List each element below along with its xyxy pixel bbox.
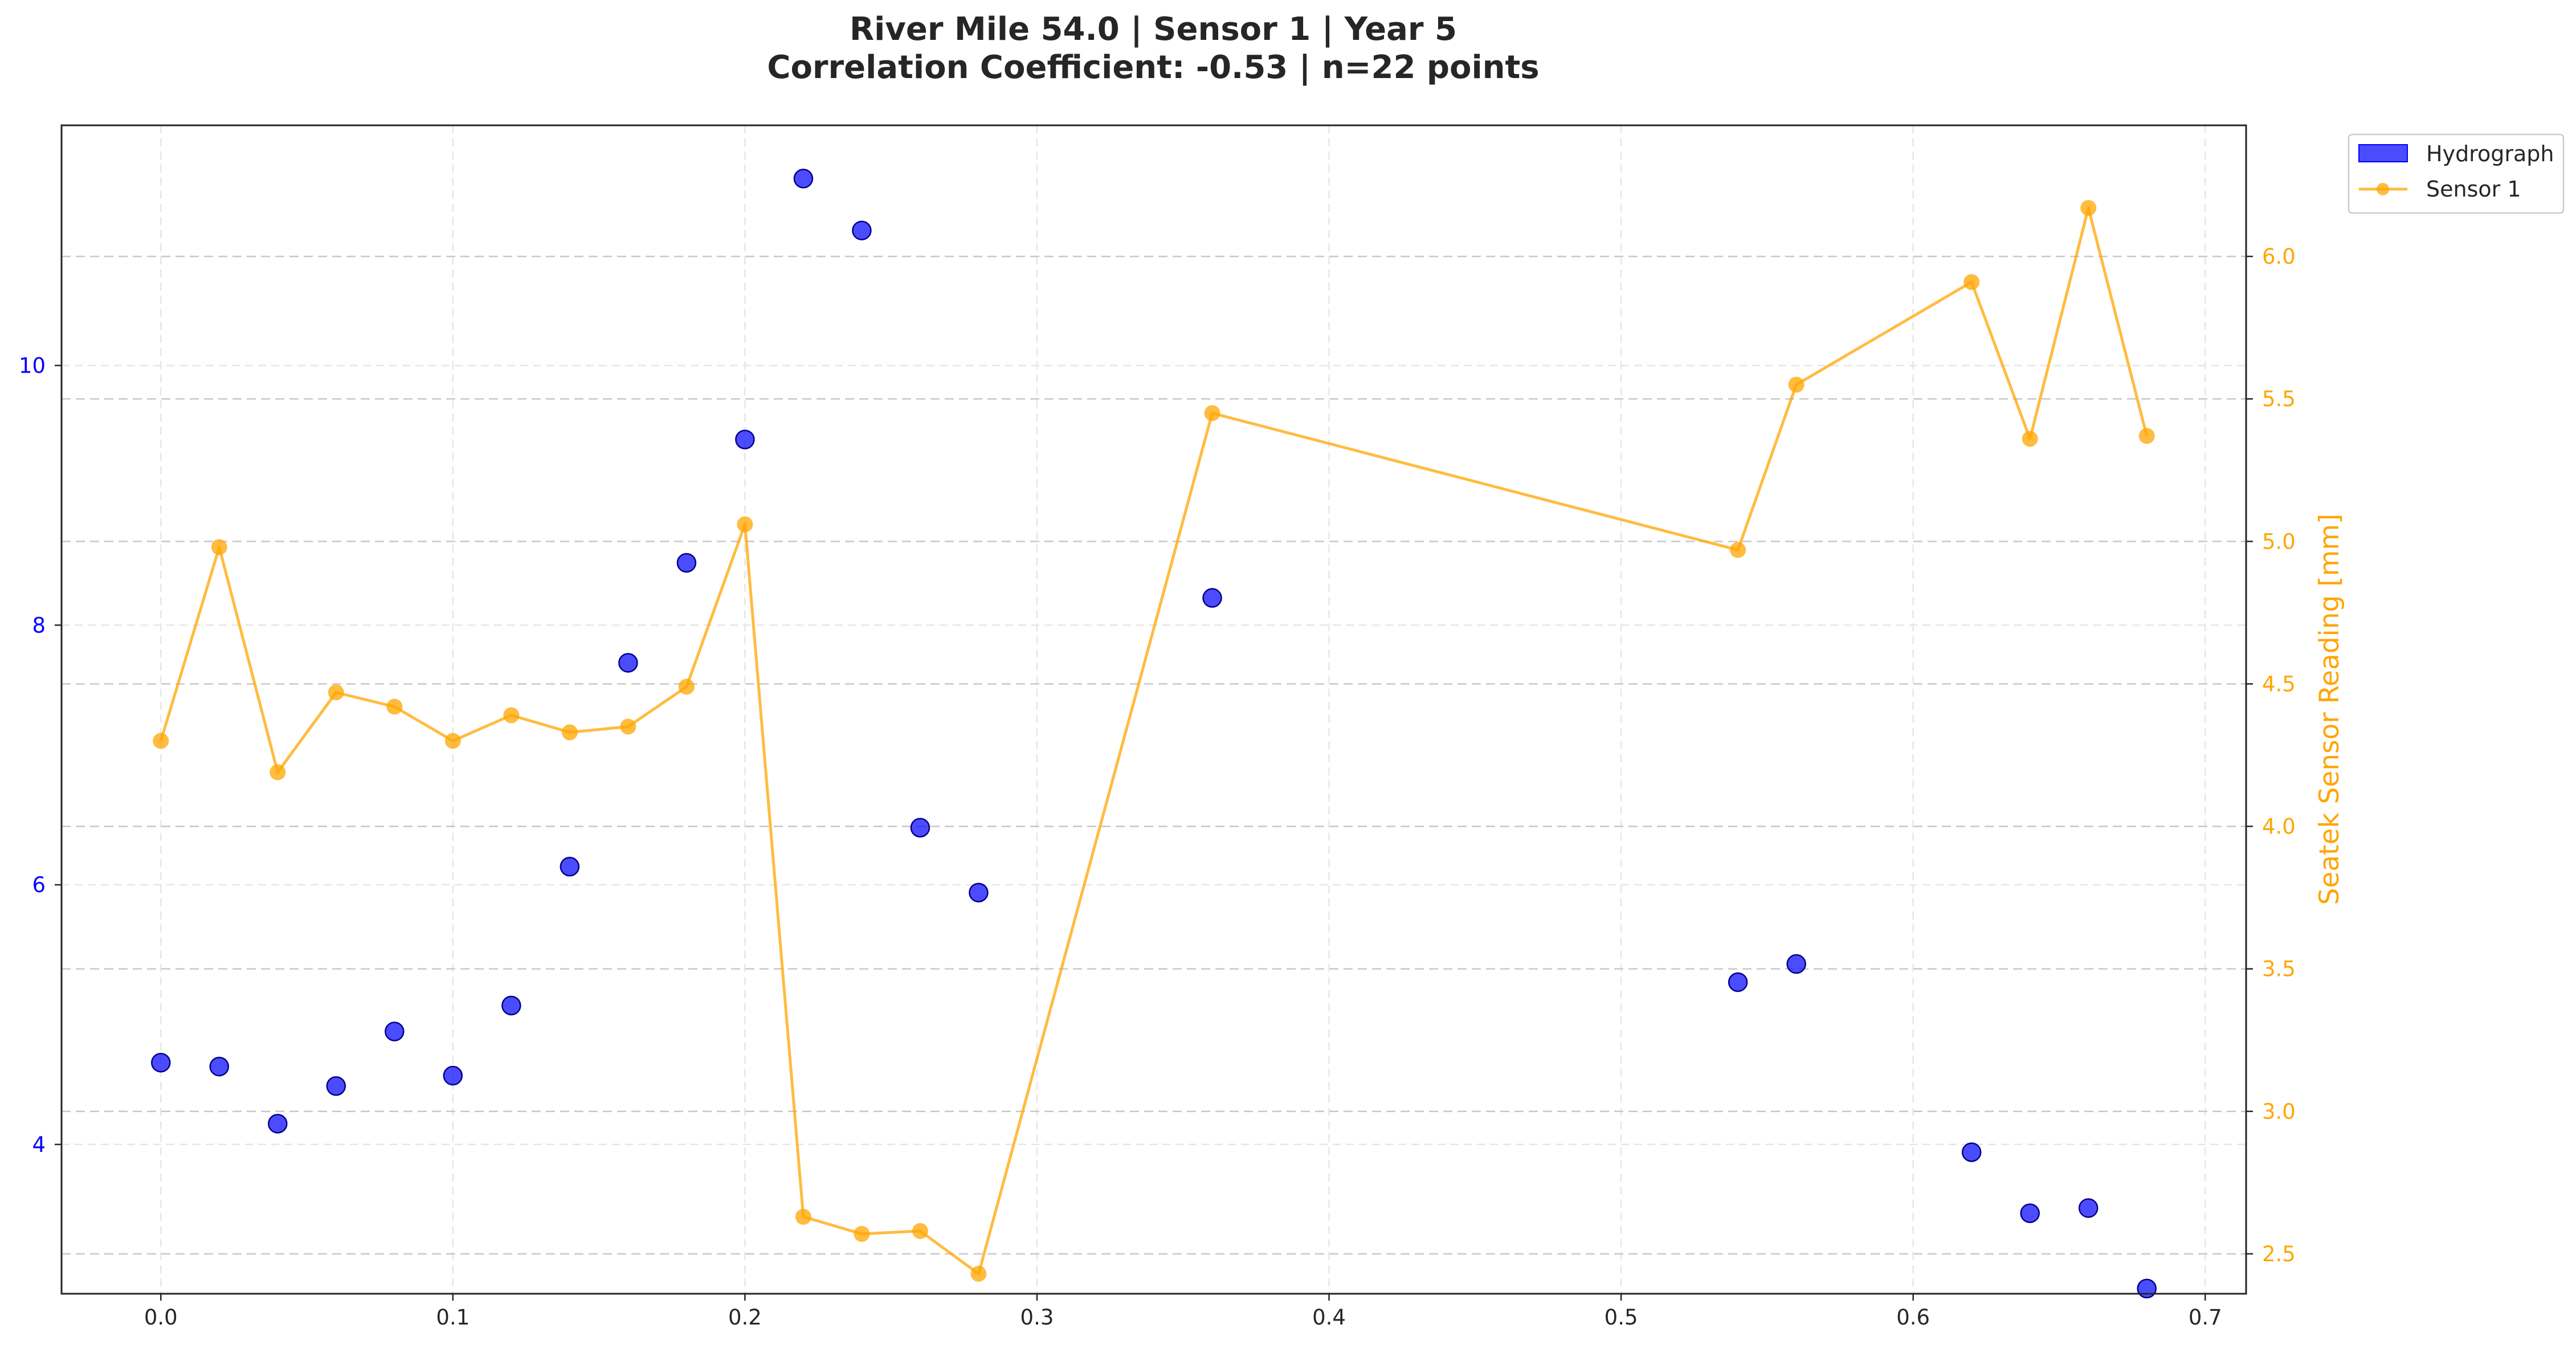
sensor-1-point	[270, 764, 286, 780]
x-tick-label: 0.7	[2189, 1305, 2222, 1330]
hydrograph-point	[676, 553, 697, 573]
hydrograph-point	[969, 882, 989, 903]
left-y-tick-label: 8	[32, 613, 46, 637]
hydrograph-point	[852, 220, 872, 240]
sensor-1-point	[795, 1208, 811, 1225]
x-tick-label: 0.1	[436, 1305, 470, 1330]
hydrograph-point	[2078, 1198, 2099, 1218]
right-y-axis-label: Seatek Sensor Reading [mm]	[2314, 513, 2345, 905]
sensor-1-point	[737, 516, 753, 533]
sensor-1-point	[854, 1225, 870, 1242]
hydrograph-point	[735, 430, 755, 449]
left-y-tick-label: 4	[32, 1133, 46, 1157]
sensor-1-point	[1204, 405, 1220, 422]
hydrograph-point	[209, 1056, 230, 1077]
hydrograph-point	[2137, 1278, 2157, 1299]
sensor-1-line	[159, 206, 2149, 1276]
x-tick-label: 0.0	[144, 1305, 178, 1330]
legend-sensor-1-label: Sensor 1	[2426, 177, 2521, 202]
sensor-1-point	[386, 698, 403, 715]
sensor-1-point	[153, 733, 169, 749]
left-y-axis-ticks: 4 6 8 10	[19, 354, 62, 1157]
left-y-tick-label: 6	[32, 873, 46, 897]
right-y-grid-lines	[62, 255, 2246, 1255]
hydrograph-point	[385, 1021, 405, 1041]
sensor-1-point	[1963, 274, 1980, 291]
sensor-1-point	[2022, 431, 2038, 447]
sensor-1-point	[503, 707, 520, 723]
hydrograph-point	[910, 817, 930, 838]
right-y-tick-label: 3.0	[2262, 1099, 2296, 1124]
right-y-tick-label: 6.0	[2262, 244, 2296, 269]
x-grid-lines	[160, 125, 2206, 1294]
x-tick-label: 0.5	[1605, 1305, 1638, 1330]
sensor-1-point	[444, 733, 461, 749]
right-y-tick-label: 4.0	[2262, 815, 2296, 839]
chart-title: River Mile 54.0 | Sensor 1 | Year 5	[850, 11, 1457, 48]
legend-hydrograph-label: Hydrograph	[2426, 141, 2554, 166]
hydrograph-point	[1728, 972, 1748, 992]
sensor-1-point	[328, 684, 344, 701]
plot-frame	[60, 124, 2247, 1295]
x-tick-label: 0.3	[1020, 1305, 1054, 1330]
hydrograph-point	[268, 1114, 288, 1134]
sensor-1-point	[970, 1265, 987, 1282]
hydrograph-point	[151, 1053, 171, 1073]
sensor-1-point	[1788, 377, 1805, 393]
x-tick-label: 0.6	[1896, 1305, 1930, 1330]
x-axis-ticks: 0.0 0.1 0.2 0.3 0.4 0.5 0.6 0.7	[144, 1294, 2222, 1330]
sensor-1-point	[561, 724, 578, 741]
sensor-1-point	[678, 678, 695, 695]
left-y-tick-label: 10	[19, 354, 46, 378]
sensor-1-point	[211, 539, 227, 555]
sensor-1-point	[2138, 428, 2155, 444]
sensor-1-point	[1730, 542, 1746, 558]
hydrograph-point	[2020, 1203, 2040, 1223]
hydrograph-series	[151, 169, 2157, 1299]
chart-subtitle: Correlation Coefficient: -0.53 | n=22 po…	[767, 49, 1539, 86]
right-y-tick-label: 5.0	[2262, 529, 2296, 554]
sensor-1-series	[153, 200, 2155, 1282]
hydrograph-point	[1786, 954, 1806, 974]
hydrograph-point	[1961, 1142, 1982, 1162]
sensor-1-point	[620, 718, 636, 735]
legend: Hydrograph Sensor 1	[2348, 133, 2565, 214]
legend-sensor-1-marker	[2377, 183, 2389, 195]
x-tick-label: 0.4	[1312, 1305, 1346, 1330]
sensor-1-point	[2080, 200, 2097, 216]
right-y-tick-label: 5.5	[2262, 387, 2296, 411]
right-y-tick-label: 2.5	[2262, 1242, 2296, 1266]
sensor-1-point	[912, 1223, 928, 1239]
right-y-axis-ticks: 2.5 3.0 3.5 4.0 4.5 5.0 5.5 6.0	[2246, 244, 2296, 1266]
right-y-tick-label: 3.5	[2262, 957, 2296, 982]
hydrograph-point	[326, 1076, 346, 1096]
x-tick-label: 0.2	[728, 1305, 762, 1330]
hydrograph-point	[1202, 588, 1222, 608]
hydrograph-point	[618, 653, 638, 673]
hydrograph-point	[443, 1065, 463, 1086]
right-y-tick-label: 4.5	[2262, 672, 2296, 696]
legend-hydrograph-swatch	[2358, 144, 2408, 162]
hydrograph-point	[793, 169, 814, 189]
hydrograph-point	[560, 856, 580, 877]
hydrograph-point	[501, 995, 521, 1016]
